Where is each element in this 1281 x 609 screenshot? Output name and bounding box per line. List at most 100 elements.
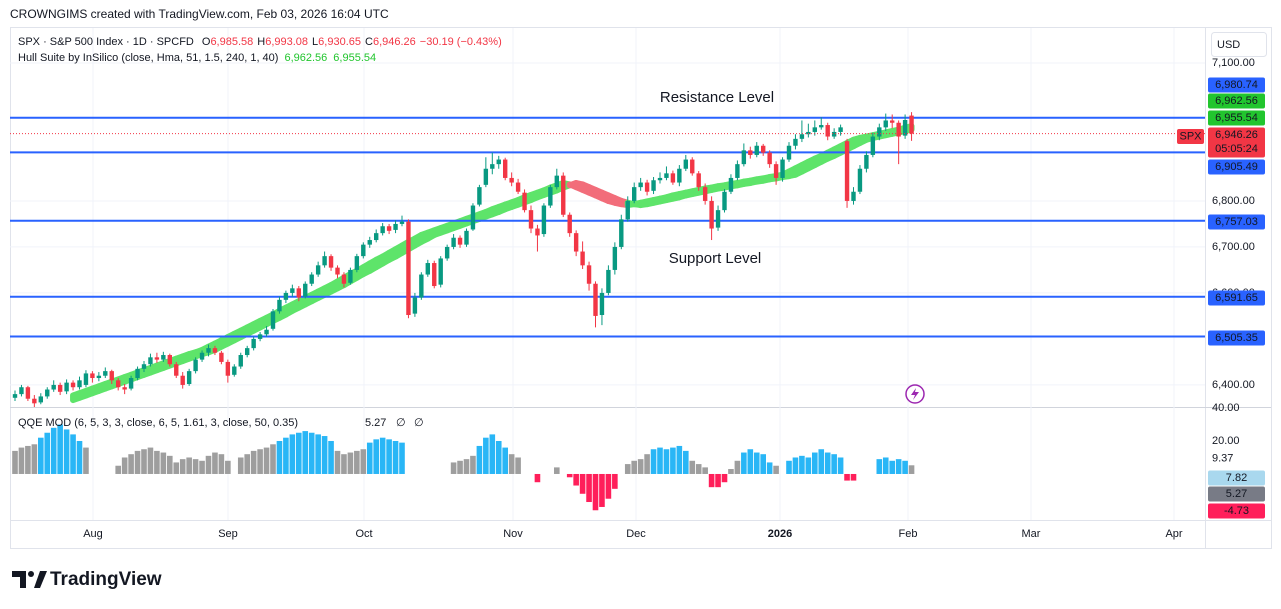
- candle-body: [741, 150, 747, 165]
- candle-body: [773, 164, 779, 178]
- level-badge-bg: [1208, 290, 1265, 306]
- qqe-bar: [386, 439, 392, 474]
- candle-body: [451, 237, 456, 247]
- qqe-bar: [534, 473, 541, 483]
- x-tick-label: Sep: [218, 528, 238, 540]
- candle-body: [406, 221, 411, 316]
- legend-value: 5.27: [365, 417, 386, 429]
- candle-body: [586, 265, 592, 284]
- y-tick-label: 7,100.00: [1212, 57, 1255, 69]
- candle-body: [509, 177, 514, 183]
- candle-body: [309, 274, 314, 284]
- qqe-bar: [199, 460, 205, 474]
- qqe-bar: [31, 444, 38, 474]
- candle-body: [535, 228, 540, 236]
- qqe-bar: [115, 465, 121, 474]
- candle-body: [270, 311, 276, 329]
- candle-body: [199, 352, 205, 360]
- qqe-bar: [676, 445, 683, 474]
- candle-body: [548, 187, 553, 206]
- legend-key: C: [365, 36, 373, 48]
- candle-body: [541, 205, 547, 235]
- qqe-bar: [786, 460, 792, 474]
- qqe-bar: [631, 460, 637, 474]
- x-tick-label: Aug: [83, 528, 103, 540]
- candle-body: [12, 394, 18, 398]
- candle-body: [374, 233, 379, 241]
- qqe-bar: [495, 440, 502, 474]
- qqe-bar: [76, 440, 83, 474]
- candle-body: [51, 384, 56, 390]
- qqe-bar: [25, 445, 31, 474]
- candle-body: [664, 173, 669, 178]
- qqe-bar: [721, 473, 728, 483]
- candle-body: [290, 288, 295, 293]
- qqe-bar: [805, 457, 812, 474]
- candle-body: [644, 182, 650, 192]
- candle-body: [380, 226, 385, 234]
- candle-body: [335, 267, 340, 275]
- candle-body: [696, 173, 701, 188]
- candle-body: [296, 288, 301, 298]
- qqe-bar: [237, 457, 244, 474]
- qqe-bar: [605, 473, 612, 499]
- qqe-bar: [515, 457, 521, 474]
- candle-body: [438, 258, 443, 285]
- qqe-bar: [695, 464, 702, 474]
- qqe-bar: [450, 462, 457, 474]
- qqe-bar: [508, 454, 515, 474]
- qqe-bar: [121, 457, 128, 474]
- candle-body: [812, 127, 817, 132]
- qqe-bar: [44, 432, 51, 474]
- legend-value: 6,985.58: [210, 36, 253, 48]
- candle-body: [722, 191, 727, 211]
- candle-body: [528, 210, 534, 229]
- candle-body: [193, 359, 198, 372]
- qqe-bar: [470, 455, 476, 474]
- candle-body: [690, 159, 695, 174]
- candle-body: [57, 384, 63, 392]
- qqe-bar: [334, 450, 341, 474]
- qqe-tick-label: 40.00: [1212, 402, 1240, 414]
- price-badge-bg: [1208, 127, 1265, 158]
- candle-body: [419, 274, 424, 298]
- qqe-bar: [592, 473, 599, 511]
- candle-body: [612, 246, 618, 270]
- candle-body: [90, 373, 95, 379]
- level-badge: 6,757.03: [1215, 216, 1258, 228]
- qqe-bar: [831, 454, 837, 474]
- qqe-bar: [612, 473, 618, 489]
- candle-body: [870, 136, 876, 155]
- qqe-tick-label: 20.00: [1212, 435, 1240, 447]
- candle-body: [625, 200, 630, 220]
- candle-body: [212, 348, 218, 353]
- qqe-bar: [644, 454, 650, 474]
- candle-body: [38, 396, 43, 403]
- y-tick-label: 6,700.00: [1212, 241, 1255, 253]
- legend-key: O: [202, 36, 211, 48]
- qqe-bar: [379, 437, 386, 474]
- candle-body: [877, 127, 882, 137]
- qqe-bar: [360, 449, 367, 474]
- candle-body: [141, 364, 147, 369]
- candle-body: [715, 210, 721, 228]
- qqe-bar: [205, 455, 212, 474]
- qqe-bar: [837, 457, 844, 474]
- candle-body: [32, 398, 37, 404]
- qqe-bar: [489, 434, 496, 474]
- candle-body: [361, 244, 366, 257]
- candle-body: [148, 357, 153, 365]
- qqe-bar: [12, 450, 18, 474]
- level-badge: 6,905.49: [1215, 161, 1258, 173]
- qqe-bar: [50, 427, 57, 474]
- qqe-bar: [799, 455, 805, 474]
- qqe-bar: [573, 473, 579, 486]
- currency-button[interactable]: [1211, 32, 1267, 57]
- qqe-bar: [154, 450, 160, 474]
- candle-body: [341, 274, 347, 284]
- candle-body: [909, 115, 914, 134]
- qqe-bar: [250, 450, 257, 474]
- candle-body: [154, 357, 160, 360]
- qqe-bar: [289, 434, 296, 474]
- candle-body: [515, 182, 521, 192]
